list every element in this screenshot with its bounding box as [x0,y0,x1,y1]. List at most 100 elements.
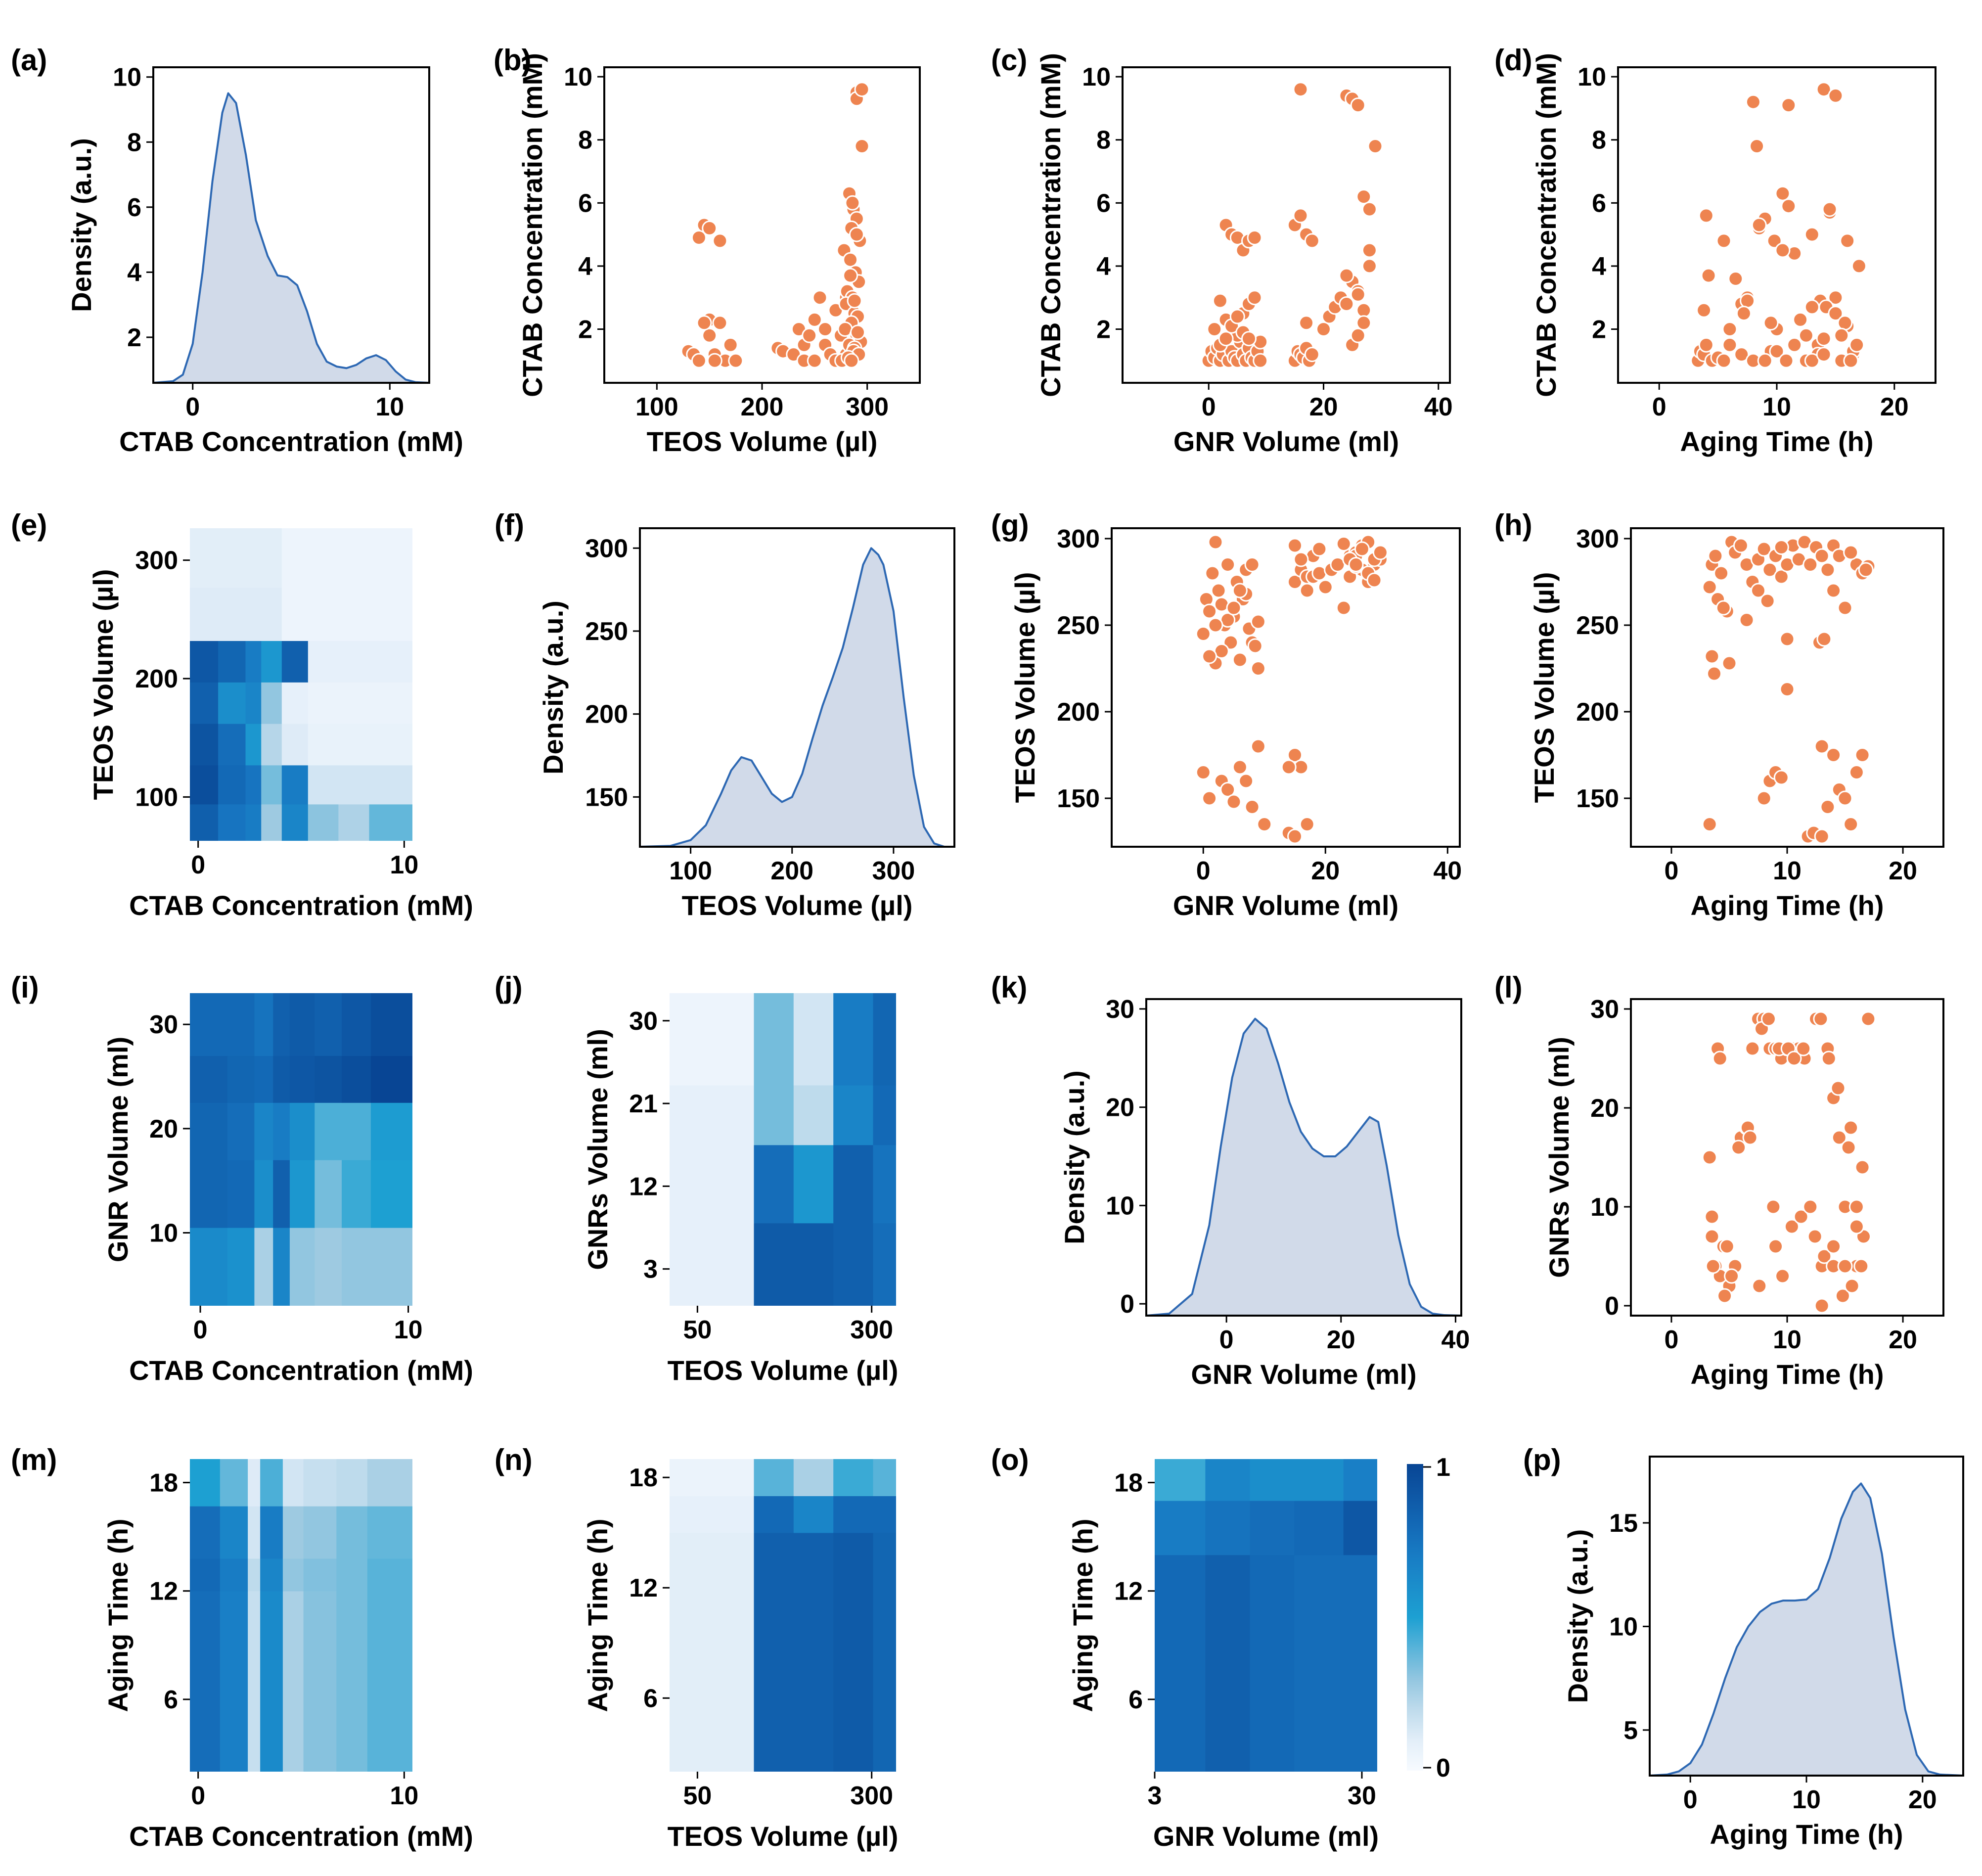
scatter-point [1244,799,1260,815]
scatter-point [1293,551,1309,567]
scatter-point [1843,817,1859,832]
y-tick-label: 15 [1609,1509,1638,1538]
y-tick-label: 10 [1082,63,1111,92]
scatter-point [1724,1268,1740,1284]
scatter-point [1220,782,1236,797]
heatmap-cell [220,1459,248,1507]
scatter-point [1253,353,1268,368]
heatmap-cell [190,1160,228,1228]
heatmap-cell [754,1496,794,1533]
scatter-point [1366,572,1382,588]
heatmap-cell [227,1228,255,1306]
panel-o: (o) 3 30 6 12 18 GNR Volume (ml) Aging Time (h)… [991,1443,1450,1852]
scatter-point [1765,1199,1781,1215]
heatmap-cell [338,587,370,641]
scatter-point [1802,557,1818,572]
scatter-point [1704,1209,1720,1225]
heatmap-cell [1294,1501,1344,1556]
x-tick-label: 10 [394,1316,423,1344]
y-tick-label: 12 [629,1172,658,1201]
scatter-point [1804,353,1820,368]
scatter-point [1716,233,1732,249]
heatmap-cell [315,1055,342,1103]
y-axis-label-n: Aging Time (h) [582,1519,613,1712]
y-tick-label: 21 [629,1090,658,1118]
heatmap-cell [370,1228,412,1306]
scatter-point [1820,562,1836,578]
x-tick-label: 10 [390,1782,418,1810]
x-tick-label: 0 [1196,857,1211,885]
scatter-point [1354,541,1370,557]
x-tick-label: 20 [1908,1785,1937,1814]
scatter-point [1731,1140,1747,1155]
x-tick-label: 0 [1664,857,1678,885]
x-tick-label: 10 [1773,857,1802,885]
heatmap-cell [190,682,219,724]
scatter-point [1814,738,1830,754]
scatter-point [1713,565,1729,581]
heatmap-cell [1294,1459,1344,1501]
scatter-point [1787,337,1802,353]
scatter-point [1339,268,1354,283]
kde-line-a [153,92,429,383]
colorbar [1407,1464,1423,1771]
panel-f: (f) 100 200 300 150 200 250 300 TEOS Volume (µl)… [495,508,955,921]
x-tick-label: 100 [635,393,678,421]
y-tick-label: 12 [1114,1577,1143,1606]
scatter-point [1247,290,1262,306]
heatmap-cell [220,1558,248,1592]
heatmap-cell [260,1558,283,1592]
plot-area-d [1690,82,1867,368]
plot-area-c [1201,82,1383,368]
y-tick-label: 300 [135,547,178,575]
scatter-point [1721,655,1737,671]
scatter-point [1837,790,1853,806]
y-tick-label: 4 [1592,252,1606,281]
heatmap-cell [342,1102,371,1160]
heatmap-cell [303,1506,337,1559]
axes-frame-k [1145,998,1462,1317]
scatter-point [1304,233,1320,249]
scatter-point [1843,545,1859,560]
x-tick-label: 0 [1664,1326,1678,1354]
scatter-point [1708,548,1723,564]
heatmap-cell [308,641,339,683]
heatmap-cell [1205,1459,1250,1501]
scatter-point [1195,626,1211,641]
scatter-point [1287,747,1303,763]
y-tick-label: 5 [1623,1716,1638,1745]
kde-fill-p [1650,1483,1963,1776]
scatter-point [1769,343,1785,359]
scatter-point [1702,579,1717,595]
heatmap-cell [254,993,273,1056]
heatmap-cell [338,641,370,683]
heatmap-cell [873,1459,896,1496]
heatmap-cell [281,682,309,724]
heatmap-cell [670,1496,755,1533]
heatmap-cell [873,1532,896,1772]
y-tick-label: 3 [643,1255,658,1284]
heatmap-cell [245,587,262,641]
panel-label-l: (l) [1494,971,1523,1004]
y-tick-label: 6 [1128,1686,1143,1714]
y-tick-label: 10 [1577,63,1606,92]
heatmap-cell [1155,1501,1206,1556]
x-tick-label: 300 [850,1782,893,1810]
heatmap-cell [190,1228,228,1306]
y-tick-label: 150 [1576,784,1619,813]
scatter-point [1717,1288,1733,1304]
scatter-point [1205,565,1220,581]
heatmap-cell [190,528,219,588]
x-tick-label: 0 [191,851,205,879]
scatter-point [1372,545,1388,560]
x-tick-label: 0 [1683,1785,1698,1814]
heatmap-cell [308,765,339,805]
heatmap-cell [873,1085,896,1145]
heatmap-cell [1205,1555,1250,1772]
heatmap-cell [227,1102,255,1160]
scatter-point [1814,828,1830,844]
scatter-point [728,353,744,368]
scatter-point [1761,1011,1776,1027]
heatmap-cell [248,1459,261,1507]
scatter-point [1848,1219,1864,1235]
